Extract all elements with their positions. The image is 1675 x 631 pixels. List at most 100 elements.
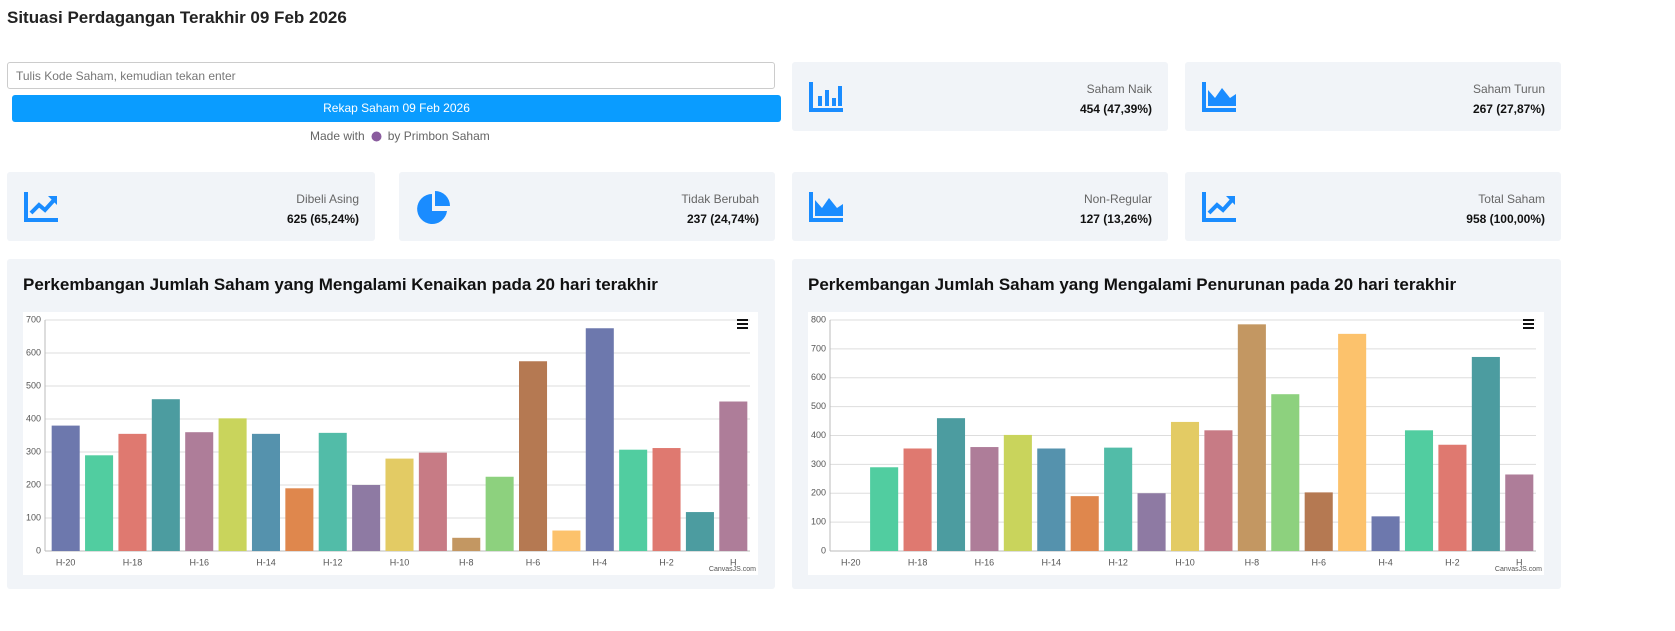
x-tick-label: H-20 [841,557,861,567]
card-label: Total Saham [1478,192,1545,206]
x-tick-label: H-4 [593,557,608,567]
stat-card: Saham Naik 454 (47,39%) [792,62,1168,131]
chart: 0 100 200 300 400 500 600 700 800 H-20 H-18 H-16 H-1… [808,312,1544,575]
bar [1070,496,1099,551]
bar [418,452,447,551]
search-input[interactable]: Tulis Kode Saham, kemudian tekan enter [7,62,775,89]
bar [519,361,548,551]
bar [719,401,748,551]
bar [619,449,648,551]
x-tick-label: H-10 [390,557,410,567]
stat-card: Non-Regular 127 (13,26%) [792,172,1168,241]
x-tick-label: H-12 [323,557,343,567]
trend-icon [1202,192,1236,222]
card-label: Saham Naik [1086,82,1152,96]
menu-line [737,319,748,321]
trend-icon [24,192,58,222]
y-tick-label: 200 [811,488,826,498]
card-label: Dibeli Asing [296,192,359,206]
bar [151,399,180,551]
bar [452,537,481,551]
bar [118,433,147,551]
x-tick-label: H-2 [1445,557,1460,567]
chart-credit[interactable]: CanvasJS.com [709,566,756,573]
bar [85,455,114,551]
menu-line [1523,323,1534,325]
x-tick-label: H [1516,557,1523,567]
bar [552,530,581,551]
bar [218,418,247,551]
bar [1505,474,1534,551]
bar [1371,516,1400,551]
y-tick-label: 800 [811,314,826,324]
y-tick-label: 400 [26,413,41,423]
bar [970,447,999,551]
chart-credit[interactable]: CanvasJS.com [1495,566,1542,573]
bar [1271,394,1300,551]
x-tick-label: H-8 [1245,557,1260,567]
bar [251,433,280,551]
y-tick-label: 100 [811,517,826,527]
chart-panel: Perkembangan Jumlah Saham yang Mengalami… [792,259,1561,589]
menu-line [737,327,748,329]
bar [185,432,214,551]
bar [1404,430,1434,551]
recap-button[interactable]: Rekap Saham 09 Feb 2026 [12,95,781,122]
area-icon [809,192,843,222]
y-tick-label: 400 [811,430,826,440]
bar [1037,448,1066,551]
x-tick-label: H-20 [56,557,76,567]
x-tick-label: H-6 [1311,557,1326,567]
bar-icon [809,82,843,112]
bar [318,432,347,551]
page-title: Situasi Perdagangan Terakhir 09 Feb 2026 [7,8,347,27]
bar [585,328,614,551]
y-tick-label: 300 [811,459,826,469]
chart-menu[interactable] [1523,319,1534,329]
card-value: 127 (13,26%) [1079,212,1152,226]
bar [51,425,80,551]
bar [1204,430,1233,551]
bar [870,467,899,551]
menu-line [1523,327,1534,329]
x-tick-label: H-12 [1108,557,1128,567]
card-label: Tidak Berubah [681,192,759,206]
card-label: Saham Turun [1472,82,1545,96]
card-value: 267 (27,87%) [1472,102,1545,116]
chart-title: Perkembangan Jumlah Saham yang Mengalami… [23,275,658,294]
chart-menu[interactable] [737,319,748,329]
x-tick-label: H-14 [1042,557,1062,567]
chart: 0 100 200 300 400 500 600 700 H-20 H-18 H-16 H-14 H-… [23,312,758,575]
bar [1438,444,1467,551]
bar [1237,324,1266,551]
x-tick-label: H-2 [659,557,674,567]
bar [352,485,381,551]
y-tick-label: 500 [811,401,826,411]
x-tick-label: H-8 [459,557,474,567]
y-tick-label: 700 [26,314,41,324]
bar [385,458,414,551]
y-tick-label: 600 [26,347,41,357]
x-tick-label: H-14 [256,557,276,567]
bar [1338,333,1367,551]
y-tick-label: 300 [26,446,41,456]
stat-card: Dibeli Asing 625 (65,24%) [7,172,375,241]
chart-panel: Perkembangan Jumlah Saham yang Mengalami… [7,259,775,589]
bar [1471,356,1500,551]
menu-line [1523,319,1534,321]
bar [685,512,714,551]
x-tick-label: H [730,557,737,567]
bar [1003,434,1032,551]
bar [1304,492,1333,551]
y-tick-label: 0 [821,545,826,555]
bar [1170,421,1200,551]
x-tick-label: H-18 [908,557,928,567]
made-with: Made with [310,129,365,143]
y-tick-label: 0 [36,545,41,555]
grape-icon [371,131,382,141]
stat-card: Total Saham 958 (100,00%) [1185,172,1561,241]
card-value: 237 (24,74%) [686,212,759,226]
y-tick-label: 100 [26,512,41,522]
by-author[interactable]: by Primbon Saham [387,129,490,143]
